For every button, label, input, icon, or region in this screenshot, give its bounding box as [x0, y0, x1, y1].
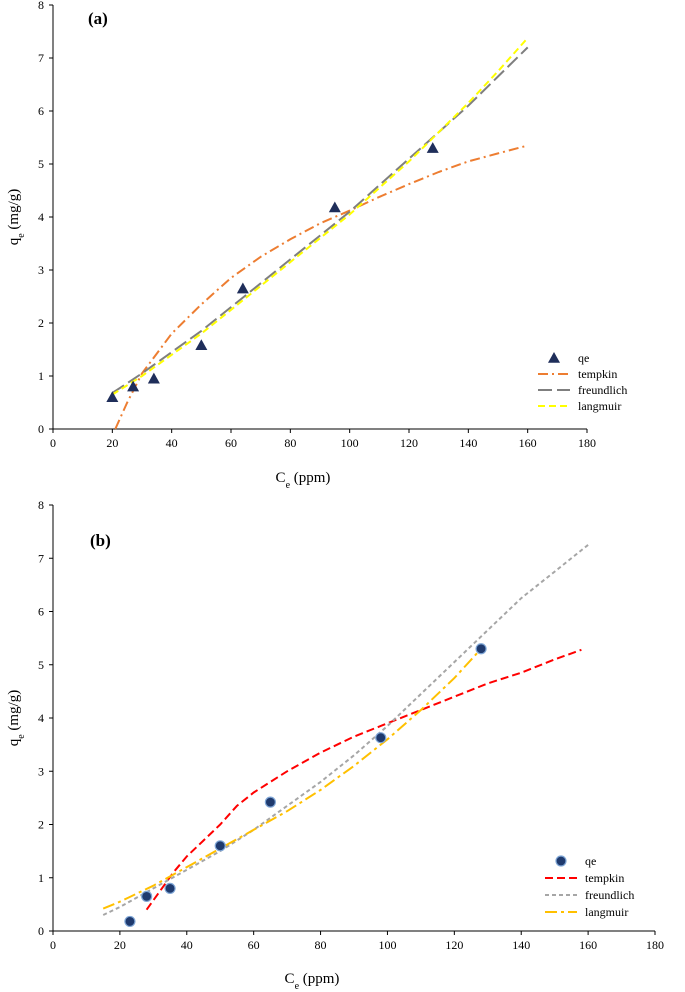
series-line-tempkin	[114, 144, 528, 430]
x-tick-label: 60	[225, 436, 237, 450]
y-tick-label: 4	[38, 711, 44, 725]
series-line-langmuir	[102, 648, 482, 910]
data-point-qe	[147, 372, 160, 384]
legend-label-freundlich: freundlich	[585, 888, 634, 902]
series-line-freundlich	[102, 544, 589, 916]
x-tick-label: 100	[378, 938, 396, 952]
panel-label: (a)	[88, 9, 108, 28]
x-tick-label: 0	[50, 938, 56, 952]
y-tick-label: 3	[38, 263, 44, 277]
legend-label-freundlich: freundlich	[578, 383, 627, 397]
legend-swatch-qe	[555, 855, 567, 867]
y-tick-label: 4	[38, 210, 44, 224]
y-tick-label: 5	[38, 157, 44, 171]
x-tick-label: 120	[445, 938, 463, 952]
data-point-qe	[264, 796, 276, 808]
x-tick-label: 80	[284, 436, 296, 450]
y-tick-label: 8	[38, 0, 44, 12]
legend-label-qe: qe	[585, 854, 596, 868]
panel-label: (b)	[90, 531, 111, 550]
x-axis-title: Ce (ppm)	[276, 470, 331, 491]
x-tick-label: 160	[519, 436, 537, 450]
legend-swatch-qe	[548, 352, 560, 363]
legend-label-qe: qe	[578, 351, 589, 365]
data-point-qe	[127, 380, 140, 392]
x-tick-label: 40	[166, 436, 178, 450]
x-tick-label: 20	[114, 938, 126, 952]
data-point-qe	[214, 840, 226, 852]
data-point-qe	[328, 201, 341, 213]
x-tick-label: 40	[181, 938, 193, 952]
x-tick-label: 60	[248, 938, 260, 952]
x-tick-label: 140	[512, 938, 530, 952]
x-tick-label: 140	[459, 436, 477, 450]
data-point-qe	[426, 142, 439, 153]
x-tick-label: 120	[400, 436, 418, 450]
x-tick-label: 0	[50, 436, 56, 450]
series-line-freundlich	[111, 46, 529, 394]
chart-a: 0 20 40 60 80 100 120 140 160 180 0 1 2 3 4 5 6 7 8 Ce (ppm…	[6, 0, 627, 491]
y-axis-title: qe (mg/g)	[6, 690, 27, 747]
data-point-qe	[236, 282, 249, 294]
y-tick-label: 7	[38, 551, 44, 565]
y-axis-title: qe (mg/g)	[6, 189, 27, 246]
data-point-qe	[195, 339, 208, 351]
data-point-qe	[164, 882, 176, 894]
x-tick-label: 80	[315, 938, 327, 952]
y-tick-label: 0	[38, 924, 44, 938]
series-line-tempkin	[145, 648, 582, 911]
series-line-langmuir	[111, 37, 529, 396]
x-tick-label: 100	[341, 436, 359, 450]
data-point-qe	[106, 391, 119, 402]
data-point-qe	[375, 732, 387, 744]
legend-label-langmuir: langmuir	[578, 399, 621, 413]
legend-label-tempkin: tempkin	[585, 871, 624, 885]
legend: qe tempkin freundlich langmuir	[538, 351, 627, 413]
legend: qe tempkin freundlich langmuir	[545, 854, 634, 919]
x-tick-label: 20	[106, 436, 118, 450]
legend-label-tempkin: tempkin	[578, 367, 617, 381]
data-point-qe	[141, 890, 153, 902]
y-tick-label: 0	[38, 422, 44, 436]
x-tick-label: 180	[578, 436, 596, 450]
x-tick-label: 180	[646, 938, 664, 952]
x-tick-label: 160	[579, 938, 597, 952]
y-tick-label: 5	[38, 658, 44, 672]
data-point-qe	[475, 643, 487, 655]
y-tick-label: 1	[38, 369, 44, 383]
y-tick-label: 6	[38, 104, 44, 118]
y-tick-label: 6	[38, 605, 44, 619]
chart-b: 0 20 40 60 80 100 120 140 160 180 0 1 2 3 4 5 6 7 8 Ce (ppm…	[6, 500, 664, 992]
y-tick-label: 1	[38, 871, 44, 885]
data-point-qe	[124, 915, 136, 928]
y-tick-label: 2	[38, 316, 44, 330]
y-tick-label: 3	[38, 764, 44, 778]
y-tick-label: 7	[38, 51, 44, 65]
y-tick-label: 8	[38, 500, 44, 512]
legend-label-langmuir: langmuir	[585, 905, 628, 919]
x-axis-title: Ce (ppm)	[285, 971, 340, 992]
y-tick-label: 2	[38, 818, 44, 832]
